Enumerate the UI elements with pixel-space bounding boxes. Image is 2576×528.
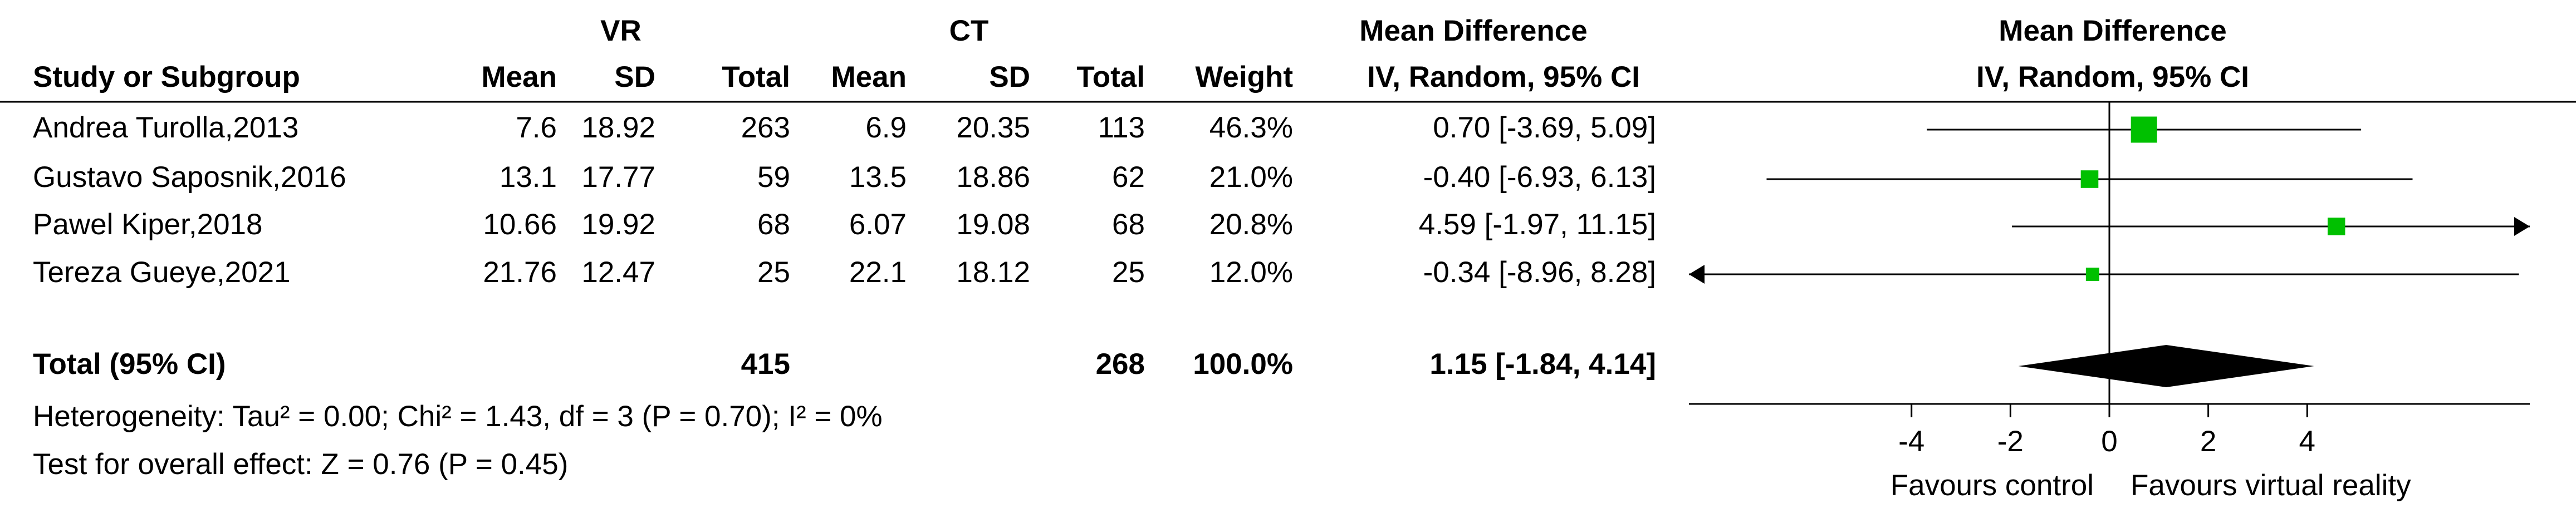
effect-header: Mean Difference [1359, 14, 1587, 47]
ci-arrow [2514, 217, 2530, 236]
overall-effect: Test for overall effect: Z = 0.76 (P = 0… [33, 448, 568, 481]
group-header: CT [949, 14, 989, 47]
column-header: Mean [482, 61, 557, 93]
effect-square [2085, 268, 2099, 281]
ci-label: -0.34 [-8.96, 8.28] [1423, 256, 1656, 289]
table-cell: 113 [1098, 111, 1145, 144]
table-cell: 20.8% [1209, 208, 1293, 241]
x-tick-label: -2 [1997, 425, 2024, 458]
favours-left: Favours control [1891, 469, 2094, 502]
total-name: Total (95% CI) [33, 348, 226, 381]
ci-label: -0.40 [-6.93, 6.13] [1423, 161, 1656, 194]
effect-header: IV, Random, 95% CI [1367, 61, 1640, 93]
table-cell: 68 [1112, 208, 1145, 241]
effect-square [2131, 116, 2157, 143]
x-tick-label: -4 [1898, 425, 1924, 458]
table-cell: 10.66 [483, 208, 557, 241]
ci-arrow [1689, 265, 1705, 284]
total-cell: 100.0% [1193, 348, 1293, 381]
table-cell: 13.5 [849, 161, 907, 194]
table-cell: 12.47 [581, 256, 655, 289]
table-cell: 19.92 [581, 208, 655, 241]
table-cell: 62 [1112, 161, 1145, 194]
table-cell: 21.76 [483, 256, 557, 289]
study-name: Gustavo Saposnik,2016 [33, 161, 346, 194]
table-cell: 18.92 [581, 111, 655, 144]
table-cell: 25 [1112, 256, 1145, 289]
table-cell: 20.35 [956, 111, 1030, 144]
table-cell: 6.9 [865, 111, 907, 144]
table-cell: 68 [757, 208, 790, 241]
total-cell: 268 [1096, 348, 1145, 381]
column-header: Mean [831, 61, 907, 93]
x-tick-label: 0 [2101, 425, 2117, 458]
column-header: Total [722, 61, 790, 93]
table-cell: 18.12 [956, 256, 1030, 289]
column-header: SD [989, 61, 1030, 93]
effect-square [2080, 170, 2099, 188]
plot-header: IV, Random, 95% CI [1976, 61, 2249, 93]
study-name: Tereza Gueye,2021 [33, 256, 291, 289]
x-tick-label: 2 [2200, 425, 2216, 458]
plot-header: Mean Difference [1999, 14, 2226, 47]
total-ci-label: 1.15 [-1.84, 4.14] [1429, 348, 1656, 381]
table-cell: 19.08 [956, 208, 1030, 241]
column-header: Study or Subgroup [33, 61, 300, 93]
study-name: Andrea Turolla,2013 [33, 111, 298, 144]
heterogeneity: Heterogeneity: Tau² = 0.00; Chi² = 1.43,… [33, 400, 883, 433]
table-cell: 21.0% [1209, 161, 1293, 194]
column-header: Weight [1195, 61, 1293, 93]
column-header: Total [1076, 61, 1145, 93]
table-cell: 59 [757, 161, 790, 194]
effect-square [2327, 218, 2345, 235]
ci-label: 0.70 [-3.69, 5.09] [1433, 111, 1656, 144]
table-cell: 12.0% [1209, 256, 1293, 289]
table-cell: 22.1 [849, 256, 907, 289]
column-header: SD [614, 61, 655, 93]
table-cell: 25 [757, 256, 790, 289]
table-cell: 17.77 [581, 161, 655, 194]
table-cell: 46.3% [1209, 111, 1293, 144]
group-header: VR [600, 14, 641, 47]
study-name: Pawel Kiper,2018 [33, 208, 263, 241]
summary-diamond [2018, 345, 2314, 387]
x-tick-label: 4 [2299, 425, 2315, 458]
favours-right: Favours virtual reality [2131, 469, 2411, 502]
ci-label: 4.59 [-1.97, 11.15] [1419, 208, 1656, 241]
total-cell: 415 [741, 348, 790, 381]
table-cell: 18.86 [956, 161, 1030, 194]
table-cell: 7.6 [516, 111, 557, 144]
table-cell: 263 [741, 111, 790, 144]
table-cell: 6.07 [849, 208, 907, 241]
table-cell: 13.1 [499, 161, 557, 194]
